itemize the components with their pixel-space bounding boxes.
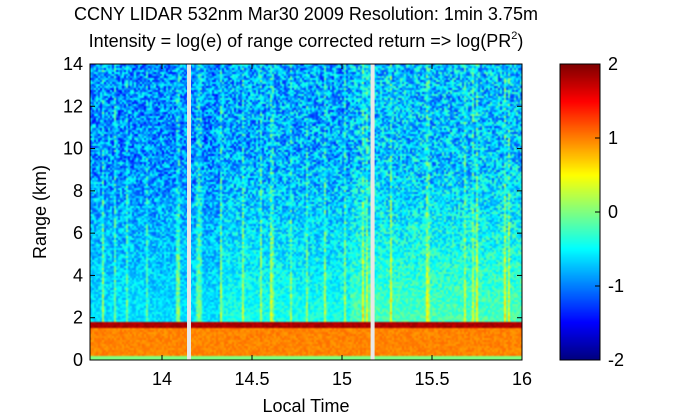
y-axis-label: Range (km) [30,165,50,259]
x-tick-label-0: 14 [152,369,172,389]
y-axis-ticks: 0 2 4 6 8 10 12 14 [63,54,522,370]
x-tick-label-3: 15.5 [414,369,449,389]
y-tick-label-0: 0 [73,350,83,370]
y-tick-label-7: 14 [63,54,83,74]
heatmap-image [90,64,522,360]
data-gap-1 [370,64,375,360]
colorbar-tick-label-0: 2 [608,54,618,74]
x-tick-label-4: 16 [512,369,532,389]
colorbar-gradient [560,64,600,360]
y-tick-label-4: 8 [73,181,83,201]
subtitle-superscript: 2 [511,30,517,42]
x-tick-label-1: 14.5 [234,369,269,389]
y-tick-label-1: 2 [73,308,83,328]
data-gaps [187,64,375,360]
y-tick-label-2: 4 [73,265,83,285]
subtitle-suffix: ) [517,31,523,51]
x-axis-ticks: 14 14.5 15 15.5 16 [152,64,532,389]
plot-frame [89,63,523,361]
y-tick-label-3: 6 [73,223,83,243]
subtitle-prefix: Intensity = log(e) of range corrected re… [89,31,512,51]
y-tick-label-5: 10 [63,139,83,159]
chart-title: CCNY LIDAR 532nm Mar30 2009 Resolution: … [74,4,538,24]
colorbar: 2 1 0 -1 -2 [559,54,624,370]
colorbar-tick-label-3: -1 [608,276,624,296]
colorbar-ticks: 2 1 0 -1 -2 [595,54,624,370]
y-tick-label-6: 12 [63,96,83,116]
colorbar-tick-label-2: 0 [608,202,618,222]
data-gap-0 [187,64,191,360]
x-axis-label: Local Time [262,396,349,416]
x-tick-label-2: 15 [332,369,352,389]
plot-area: 14 14.5 15 15.5 16 0 2 4 6 8 10 12 14 [63,54,532,389]
chart-subtitle: Intensity = log(e) of range corrected re… [89,30,524,51]
colorbar-tick-label-4: -2 [608,350,624,370]
colorbar-tick-label-1: 1 [608,128,618,148]
